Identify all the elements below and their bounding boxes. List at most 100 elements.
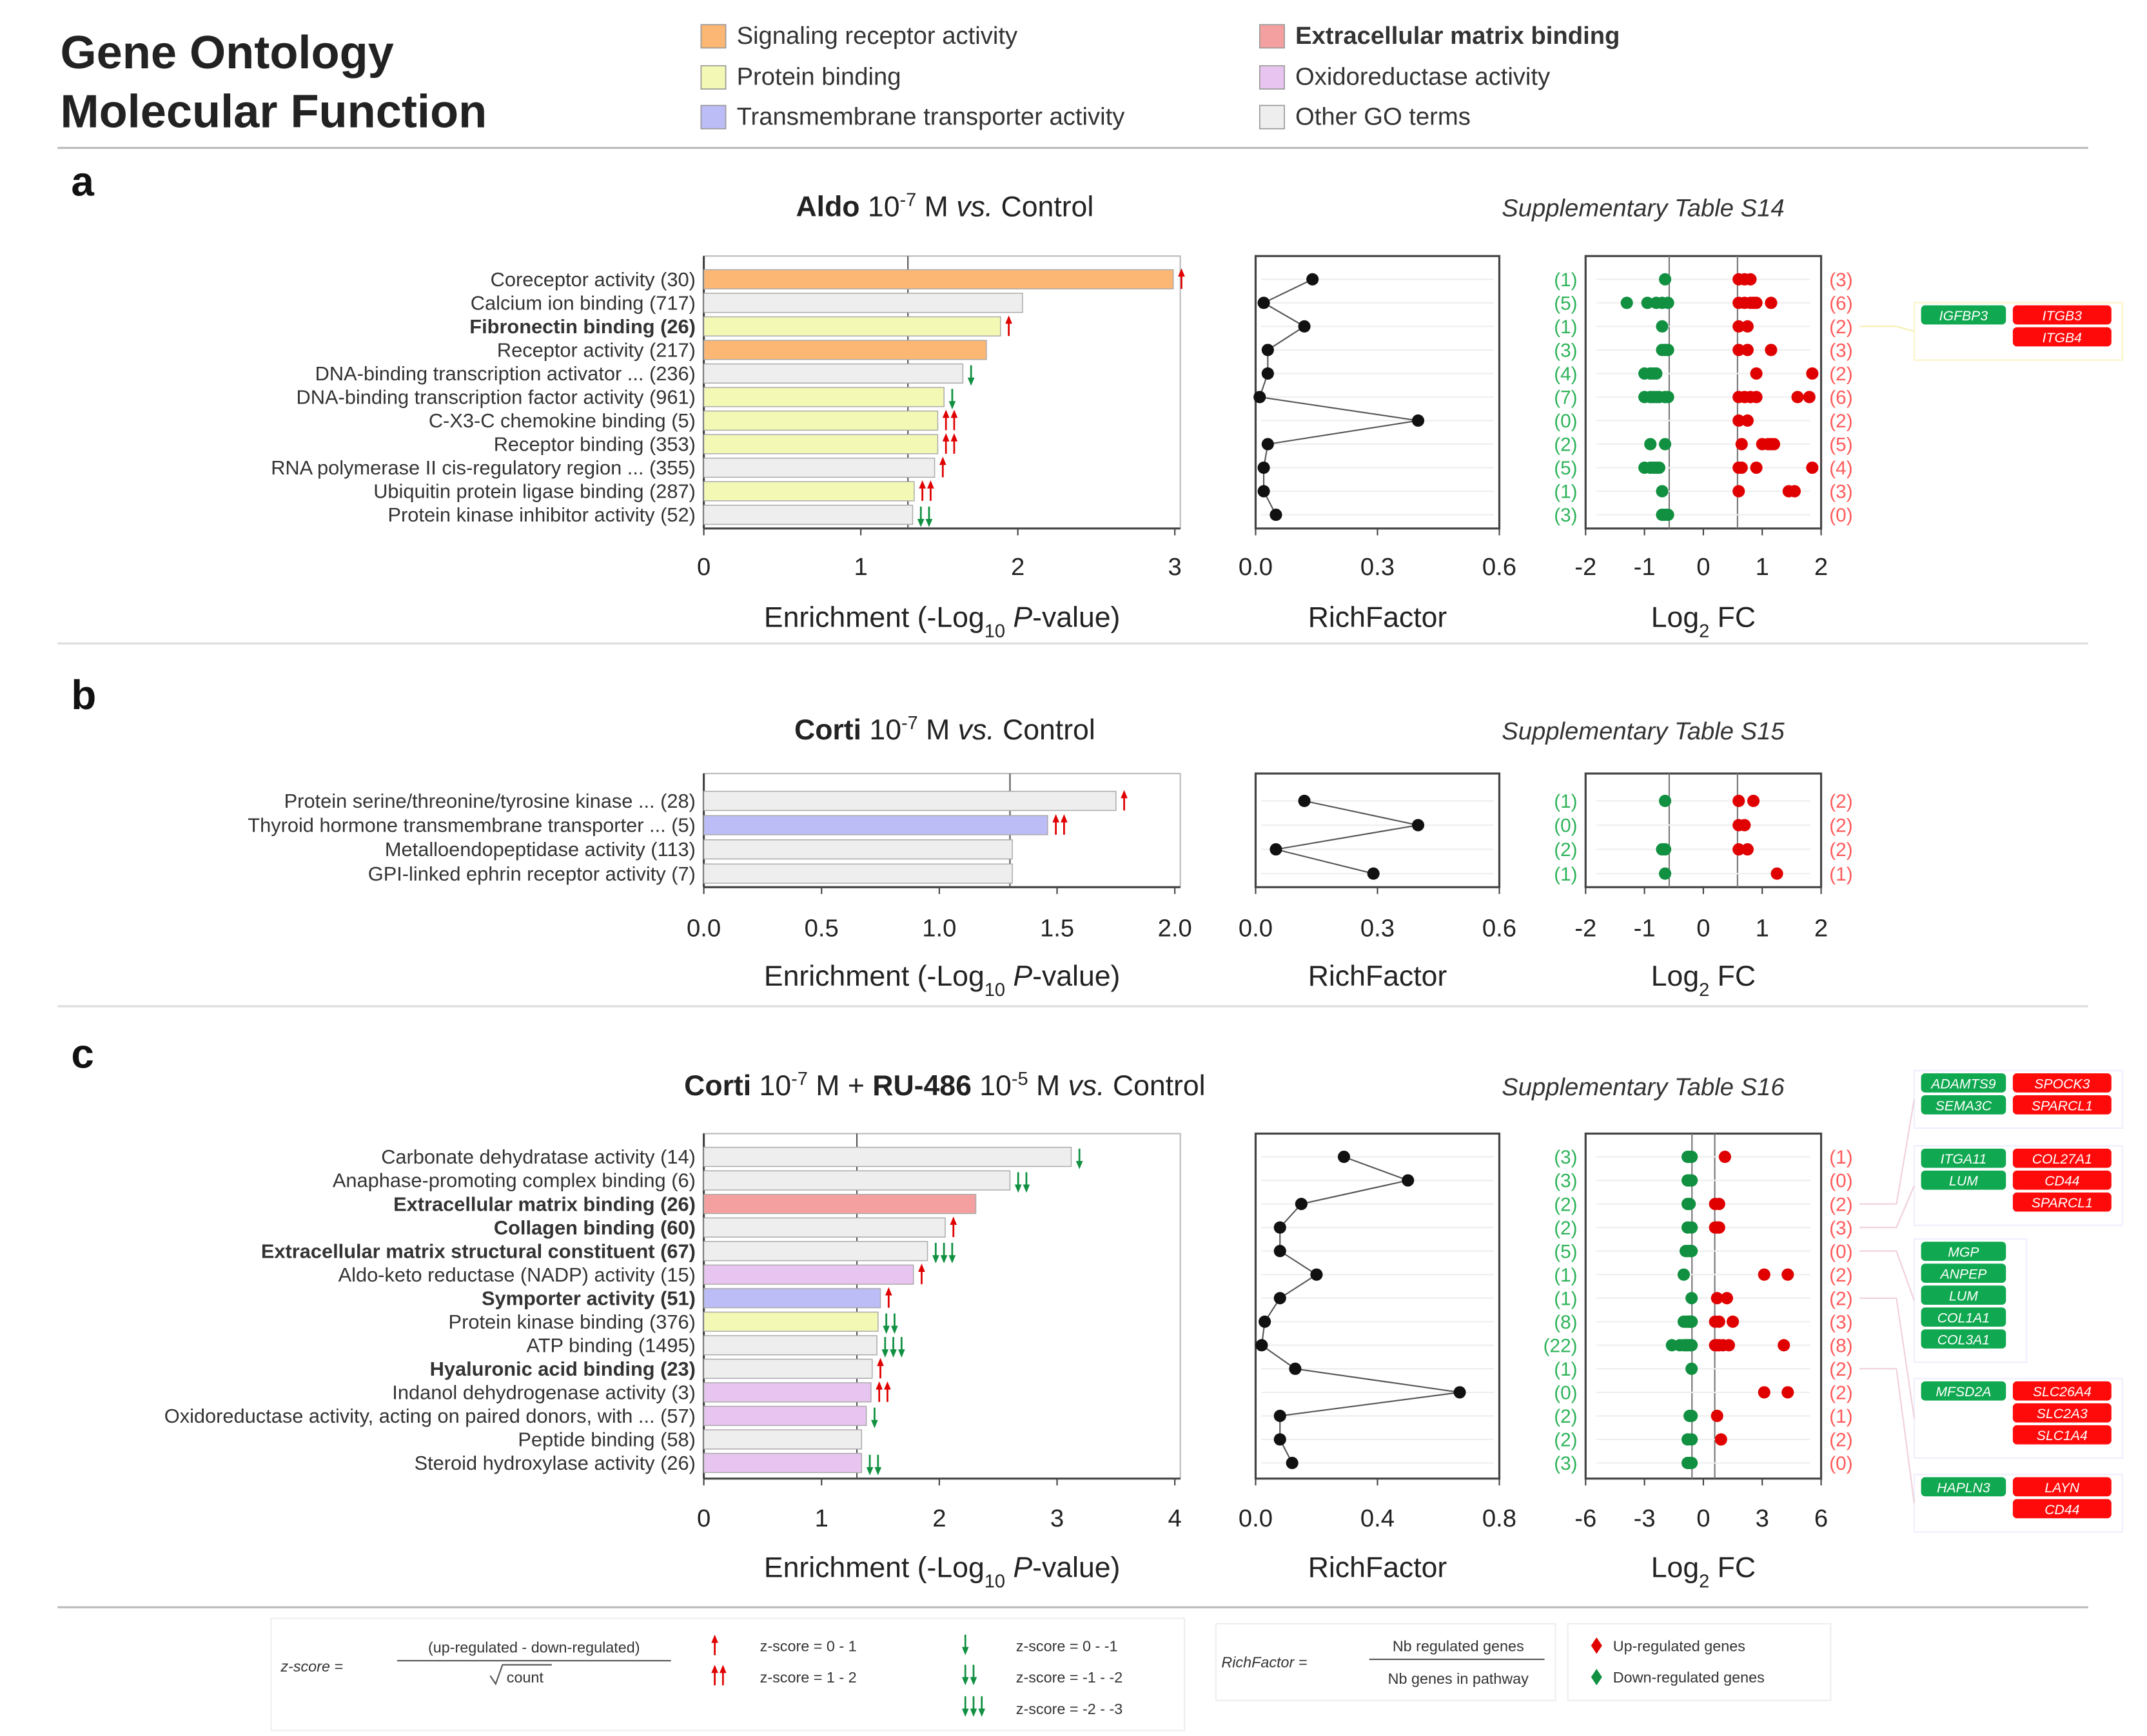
enrichment-bar — [703, 1311, 879, 1332]
down-gene-count: (5) — [1554, 293, 1577, 314]
up-gene-count: (5) — [1829, 434, 1852, 456]
richfactor-tick-label: 0.3 — [1360, 915, 1395, 942]
up-gene-count: (3) — [1829, 269, 1852, 291]
down-gene-count: (3) — [1554, 340, 1577, 362]
up-regulated-gene-dot — [1732, 794, 1745, 807]
up-regulated-gene-dot — [1714, 1433, 1727, 1446]
zscore-arrow-head — [950, 433, 958, 442]
richfactor-point — [1411, 819, 1425, 832]
zscore-arrow-head — [877, 1358, 884, 1367]
up-regulated-gene-dot — [1741, 414, 1754, 427]
enrichment-bar — [703, 1405, 867, 1427]
up-gene-count: (0) — [1829, 505, 1852, 526]
zscore-legend-arrow-head — [978, 1708, 986, 1717]
down-regulated-gene-dot — [1644, 438, 1657, 451]
zscore-up-1: z-score = 0 - 1 — [760, 1637, 857, 1654]
enrichment-bar — [703, 1358, 873, 1379]
up-gene-tag — [2012, 1499, 2112, 1519]
up-gene-name: ITGB3 — [2043, 309, 2083, 324]
zscore-down-1: z-score = 0 - -1 — [1016, 1637, 1118, 1654]
panel-title-part: vs. — [956, 191, 993, 223]
log2fc-tick-label: 3 — [1756, 1505, 1769, 1532]
up-regulated-gene-dot — [1747, 794, 1760, 807]
legend-label: Protein binding — [737, 63, 901, 91]
legend-label: Transmembrane transporter activity — [737, 102, 1126, 130]
go-term-label: Aldo-keto reductase (NADP) activity (15) — [338, 1263, 696, 1286]
enrichment-axis-label: Enrichment (-Log10 P-value) — [764, 961, 1121, 1000]
log2fc-tick-label: -1 — [1634, 553, 1656, 581]
enrichment-bar — [703, 1452, 863, 1474]
down-gene-count: (22) — [1544, 1335, 1578, 1356]
log2fc-tick-label: 0 — [1696, 1505, 1710, 1532]
enrichment-bar — [703, 1146, 1072, 1167]
up-gene-tag — [2012, 327, 2112, 347]
enrichment-bar — [703, 316, 1001, 336]
up-gene-name: COL27A1 — [2032, 1152, 2092, 1167]
panel-title-part: 10 — [860, 191, 900, 223]
down-gene-tag — [1921, 1285, 2006, 1305]
panel-title-part: Control — [1104, 1070, 1205, 1102]
down-regulated-gene-dot — [1685, 1409, 1698, 1422]
zscore-arrow-head — [950, 1216, 957, 1225]
enrichment-bar — [703, 1241, 928, 1262]
up-regulated-gene-dot — [1732, 320, 1745, 333]
down-gene-name: LUM — [1949, 1174, 1978, 1189]
zscore-arrow-head — [918, 1263, 925, 1272]
enrichment-tick-label: 0 — [697, 1505, 711, 1532]
zscore-arrow-head — [942, 409, 950, 418]
log2fc-axis-label-part: Log — [1651, 602, 1699, 634]
up-regulated-gene-dot — [1791, 391, 1804, 404]
up-regulated-gene-dot — [1722, 1339, 1736, 1352]
zscore-arrow-head — [1005, 315, 1012, 324]
up-gene-tag — [2012, 1403, 2112, 1423]
go-term-label: Fibronectin binding (26) — [469, 315, 696, 338]
legend-swatch — [1259, 24, 1285, 49]
enrichment-bar — [703, 1288, 881, 1309]
up-gene-count: (1) — [1829, 1406, 1852, 1427]
up-gene-tag — [2012, 1381, 2112, 1401]
richfactor-axis-label: RichFactor — [1308, 1552, 1447, 1584]
log2fc-axis-label-part: Log — [1651, 1552, 1699, 1584]
richfactor-tick-label: 0.6 — [1482, 553, 1516, 581]
up-gene-name: CD44 — [2044, 1174, 2079, 1189]
down-regulated-gene-dot — [1620, 297, 1633, 309]
up-gene-name: LAYN — [2044, 1481, 2080, 1496]
panel-title-part: M — [916, 191, 956, 223]
up-regulated-gene-dot — [1720, 1292, 1733, 1305]
up-regulated-gene-dot — [1806, 461, 1819, 474]
up-gene-name: SLC2A3 — [2037, 1407, 2088, 1421]
legend-swatch — [1259, 65, 1285, 90]
down-gene-count: (2) — [1554, 839, 1577, 861]
richfactor-numerator: Nb regulated genes — [1393, 1637, 1524, 1654]
panel-title-part: -5 — [1012, 1069, 1028, 1089]
enrichment-tick-label: 4 — [1168, 1505, 1182, 1532]
richfactor-point — [1402, 1174, 1415, 1187]
zscore-arrow-head — [950, 409, 958, 418]
go-term-label: Protein kinase inhibitor activity (52) — [388, 503, 696, 526]
up-gene-name: ITGB4 — [2043, 331, 2082, 346]
down-gene-tag — [1921, 305, 2006, 325]
legend-swatch — [700, 104, 727, 130]
enrichment-bar — [703, 863, 1013, 884]
down-gene-count: (3) — [1554, 505, 1577, 526]
log2fc-tick-label: -3 — [1634, 1505, 1656, 1532]
down-regulated-gene-dot — [1658, 273, 1672, 286]
zscore-arrow-head — [891, 1325, 898, 1334]
up-regulated-gene-dot — [1788, 485, 1801, 498]
up-regulated-gene-dot — [1781, 1386, 1794, 1399]
log2fc-axis-label-part: 2 — [1699, 1572, 1709, 1592]
up-gene-count: (2) — [1829, 1194, 1852, 1215]
log2fc-axis-label: Log2 FC — [1651, 602, 1756, 642]
panel-title: Corti 10-7 M + RU-486 10-5 M vs. Control — [684, 1069, 1205, 1102]
up-regulated-gene-dot — [1711, 1409, 1723, 1422]
up-regulated-gene-dot — [1738, 819, 1751, 832]
log2fc-axis-label-part: 2 — [1699, 980, 1709, 1000]
enrichment-bar — [703, 839, 1013, 860]
go-term-label: Carbonate dehydratase activity (14) — [381, 1146, 696, 1168]
log2fc-tick-label: -2 — [1574, 553, 1596, 581]
down-gene-name: COL3A1 — [1937, 1333, 1990, 1348]
enrichment-axis-label-part — [1005, 961, 1013, 992]
down-gene-count: (1) — [1554, 269, 1577, 291]
